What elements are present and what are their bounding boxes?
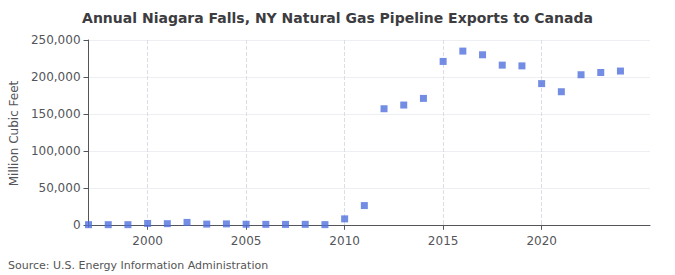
svg-text:200,000: 200,000 — [31, 70, 81, 84]
svg-text:50,000: 50,000 — [39, 181, 81, 195]
svg-text:2020: 2020 — [526, 234, 557, 248]
svg-text:Million Cubic Feet: Million Cubic Feet — [7, 80, 21, 186]
svg-text:100,000: 100,000 — [31, 144, 81, 158]
svg-text:0: 0 — [73, 218, 81, 232]
svg-text:2000: 2000 — [132, 234, 163, 248]
svg-text:Annual Niagara Falls, NY Natur: Annual Niagara Falls, NY Natural Gas Pip… — [82, 10, 593, 26]
svg-text:Source: U.S. Energy Informatio: Source: U.S. Energy Information Administ… — [8, 259, 268, 272]
svg-text:2010: 2010 — [329, 234, 360, 248]
svg-text:150,000: 150,000 — [31, 107, 81, 121]
svg-text:250,000: 250,000 — [31, 33, 81, 47]
svg-text:2005: 2005 — [231, 234, 262, 248]
svg-text:2015: 2015 — [428, 234, 459, 248]
